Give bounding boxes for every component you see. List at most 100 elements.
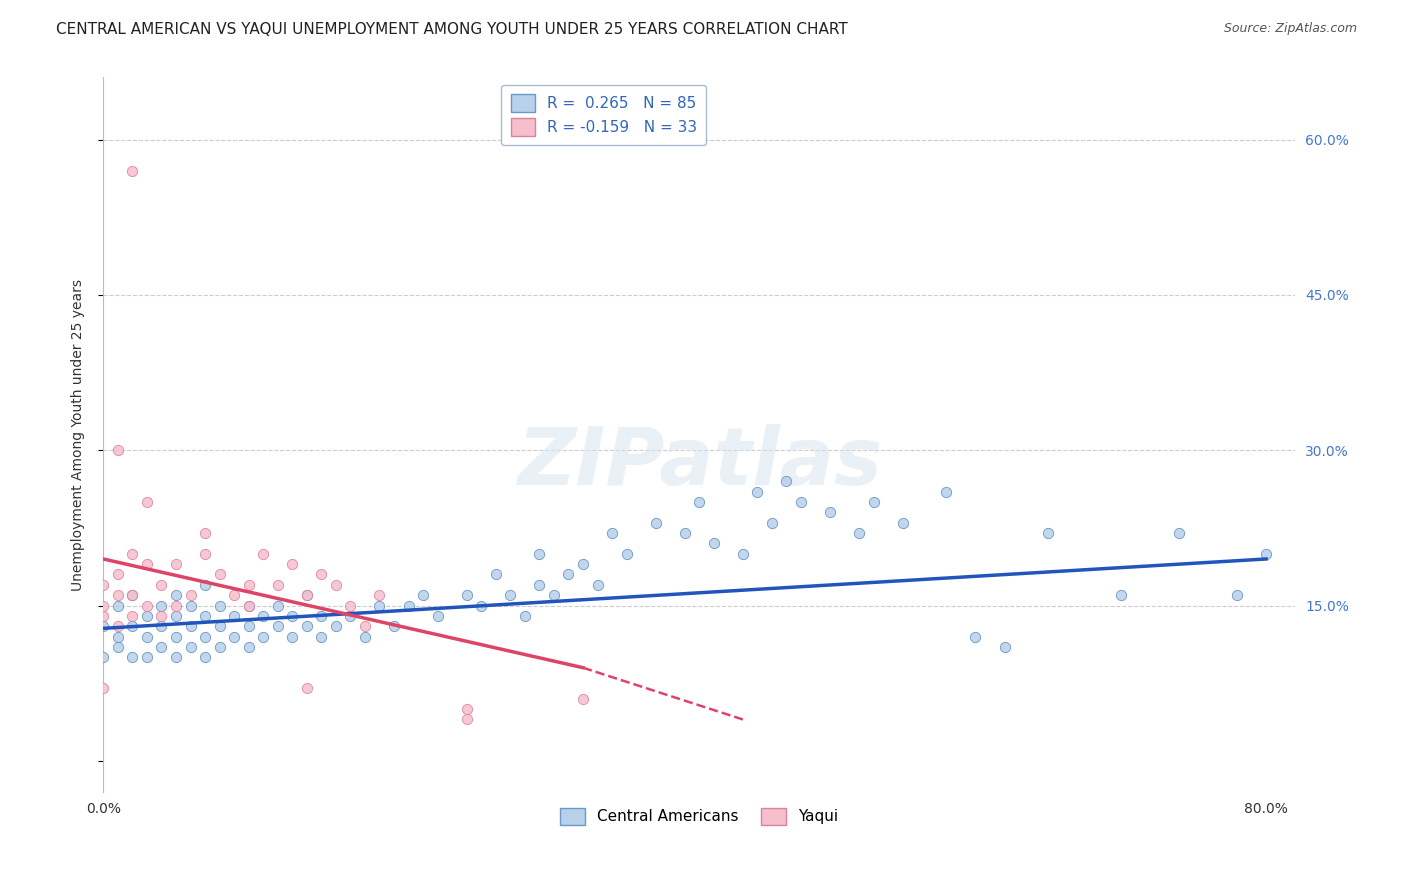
- Point: [194, 526, 217, 541]
- Point: [529, 547, 551, 561]
- Point: [382, 619, 405, 633]
- Point: [150, 599, 173, 613]
- Point: [165, 650, 187, 665]
- Point: [135, 495, 157, 509]
- Point: [339, 599, 361, 613]
- Point: [165, 588, 187, 602]
- Point: [194, 578, 217, 592]
- Point: [107, 567, 129, 582]
- Point: [456, 702, 478, 716]
- Point: [121, 588, 143, 602]
- Point: [311, 567, 333, 582]
- Point: [281, 630, 304, 644]
- Point: [150, 608, 173, 623]
- Point: [1168, 526, 1191, 541]
- Point: [135, 557, 157, 571]
- Point: [150, 640, 173, 654]
- Point: [557, 567, 579, 582]
- Point: [1226, 588, 1249, 602]
- Point: [848, 526, 870, 541]
- Point: [354, 630, 377, 644]
- Point: [513, 608, 536, 623]
- Text: CENTRAL AMERICAN VS YAQUI UNEMPLOYMENT AMONG YOUTH UNDER 25 YEARS CORRELATION CH: CENTRAL AMERICAN VS YAQUI UNEMPLOYMENT A…: [56, 22, 848, 37]
- Point: [208, 619, 231, 633]
- Point: [91, 599, 114, 613]
- Point: [965, 630, 987, 644]
- Point: [91, 650, 114, 665]
- Point: [165, 599, 187, 613]
- Point: [325, 578, 347, 592]
- Point: [179, 599, 201, 613]
- Point: [252, 630, 274, 644]
- Point: [135, 630, 157, 644]
- Point: [673, 526, 696, 541]
- Point: [412, 588, 434, 602]
- Point: [703, 536, 725, 550]
- Point: [935, 484, 957, 499]
- Point: [121, 547, 143, 561]
- Legend: Central Americans, Yaqui: Central Americans, Yaqui: [551, 798, 848, 834]
- Point: [91, 681, 114, 696]
- Point: [1036, 526, 1059, 541]
- Point: [267, 599, 290, 613]
- Point: [194, 630, 217, 644]
- Point: [179, 588, 201, 602]
- Point: [121, 163, 143, 178]
- Point: [150, 619, 173, 633]
- Point: [1109, 588, 1132, 602]
- Point: [194, 650, 217, 665]
- Point: [311, 608, 333, 623]
- Point: [470, 599, 492, 613]
- Point: [295, 681, 318, 696]
- Point: [311, 630, 333, 644]
- Point: [121, 650, 143, 665]
- Point: [499, 588, 522, 602]
- Point: [121, 588, 143, 602]
- Point: [179, 640, 201, 654]
- Point: [1256, 547, 1278, 561]
- Point: [224, 588, 246, 602]
- Point: [747, 484, 769, 499]
- Point: [529, 578, 551, 592]
- Point: [281, 608, 304, 623]
- Point: [368, 599, 391, 613]
- Point: [354, 619, 377, 633]
- Point: [208, 640, 231, 654]
- Point: [818, 505, 841, 519]
- Point: [456, 588, 478, 602]
- Point: [586, 578, 609, 592]
- Point: [295, 619, 318, 633]
- Point: [281, 557, 304, 571]
- Point: [993, 640, 1015, 654]
- Point: [238, 599, 260, 613]
- Point: [224, 630, 246, 644]
- Point: [688, 495, 710, 509]
- Point: [295, 588, 318, 602]
- Point: [107, 619, 129, 633]
- Point: [91, 619, 114, 633]
- Point: [761, 516, 783, 530]
- Point: [572, 557, 595, 571]
- Point: [107, 599, 129, 613]
- Point: [165, 557, 187, 571]
- Point: [121, 619, 143, 633]
- Point: [398, 599, 420, 613]
- Point: [790, 495, 813, 509]
- Point: [267, 578, 290, 592]
- Point: [135, 650, 157, 665]
- Text: ZIPatlas: ZIPatlas: [517, 425, 882, 502]
- Point: [194, 608, 217, 623]
- Point: [731, 547, 754, 561]
- Point: [572, 691, 595, 706]
- Point: [194, 547, 217, 561]
- Point: [543, 588, 565, 602]
- Point: [107, 630, 129, 644]
- Y-axis label: Unemployment Among Youth under 25 years: Unemployment Among Youth under 25 years: [72, 278, 86, 591]
- Point: [891, 516, 914, 530]
- Point: [238, 599, 260, 613]
- Point: [135, 608, 157, 623]
- Point: [485, 567, 508, 582]
- Point: [135, 599, 157, 613]
- Point: [165, 608, 187, 623]
- Point: [179, 619, 201, 633]
